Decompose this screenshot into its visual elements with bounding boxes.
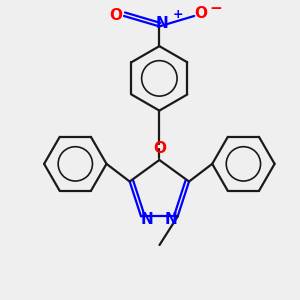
Text: N: N <box>141 212 154 226</box>
Text: N: N <box>165 212 178 226</box>
Text: −: − <box>210 1 222 16</box>
Text: O: O <box>110 8 123 23</box>
Text: O: O <box>194 6 207 21</box>
Text: N: N <box>156 16 168 31</box>
Text: O: O <box>153 141 166 156</box>
Text: +: + <box>172 8 183 22</box>
